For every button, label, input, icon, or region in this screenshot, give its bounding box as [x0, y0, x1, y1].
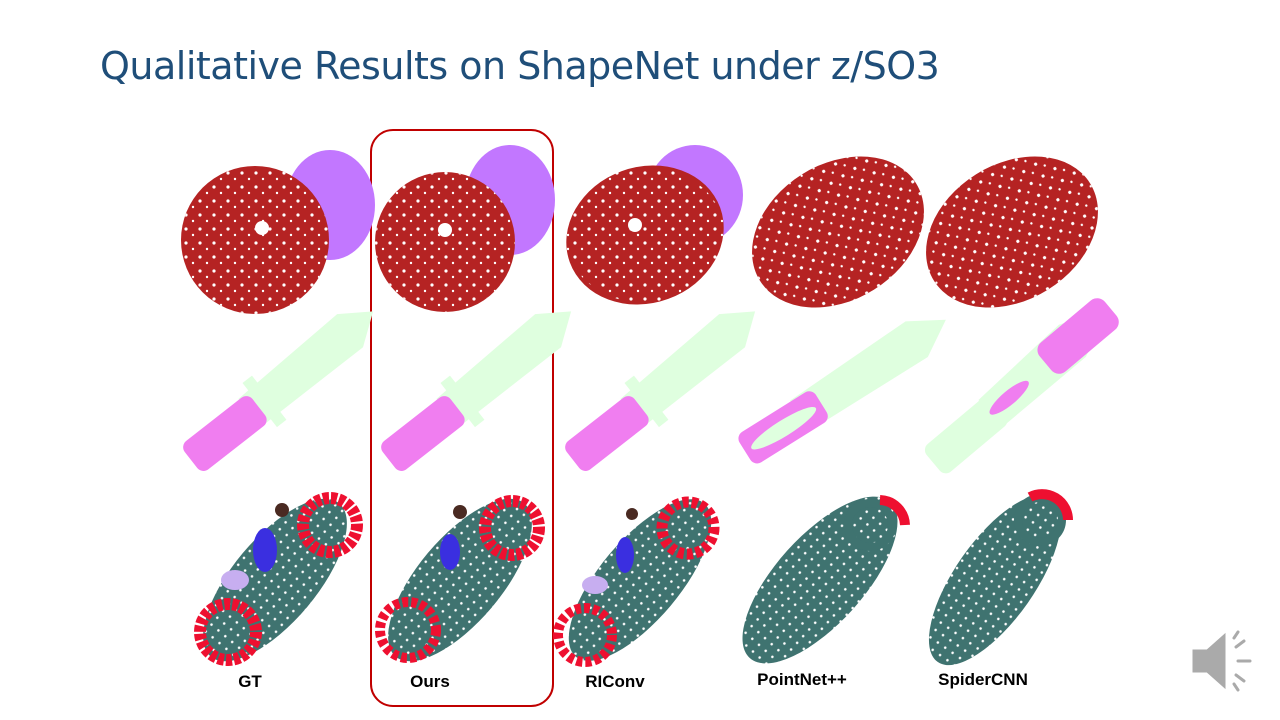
knife-ours: [381, 311, 572, 471]
method-label: Ours: [410, 672, 450, 691]
method-label: SpiderCNN: [938, 670, 1028, 689]
bike-pointnet: [742, 495, 910, 664]
cap-riconv: [565, 145, 743, 305]
method-label: PointNet++: [757, 670, 847, 689]
bike-ours: [375, 495, 545, 663]
cap-ours: [375, 145, 555, 312]
speaker-icon[interactable]: [1192, 630, 1252, 692]
bike-gt: [194, 492, 363, 666]
cap-gt: [181, 150, 375, 314]
cap-spidercnn: [926, 156, 1098, 308]
highlight-box: [370, 129, 554, 707]
method-label: GT: [238, 672, 262, 691]
method-label: RIConv: [585, 672, 645, 691]
bike-riconv: [553, 496, 720, 667]
bike-spidercnn: [928, 489, 1073, 666]
knife-spidercnn: [924, 298, 1119, 474]
knife-gt: [183, 311, 374, 471]
cap-pointnet: [752, 156, 924, 308]
slide-title: Qualitative Results on ShapeNet under z/…: [100, 44, 940, 88]
knife-pointnet: [738, 319, 946, 464]
knife-riconv: [565, 311, 756, 471]
